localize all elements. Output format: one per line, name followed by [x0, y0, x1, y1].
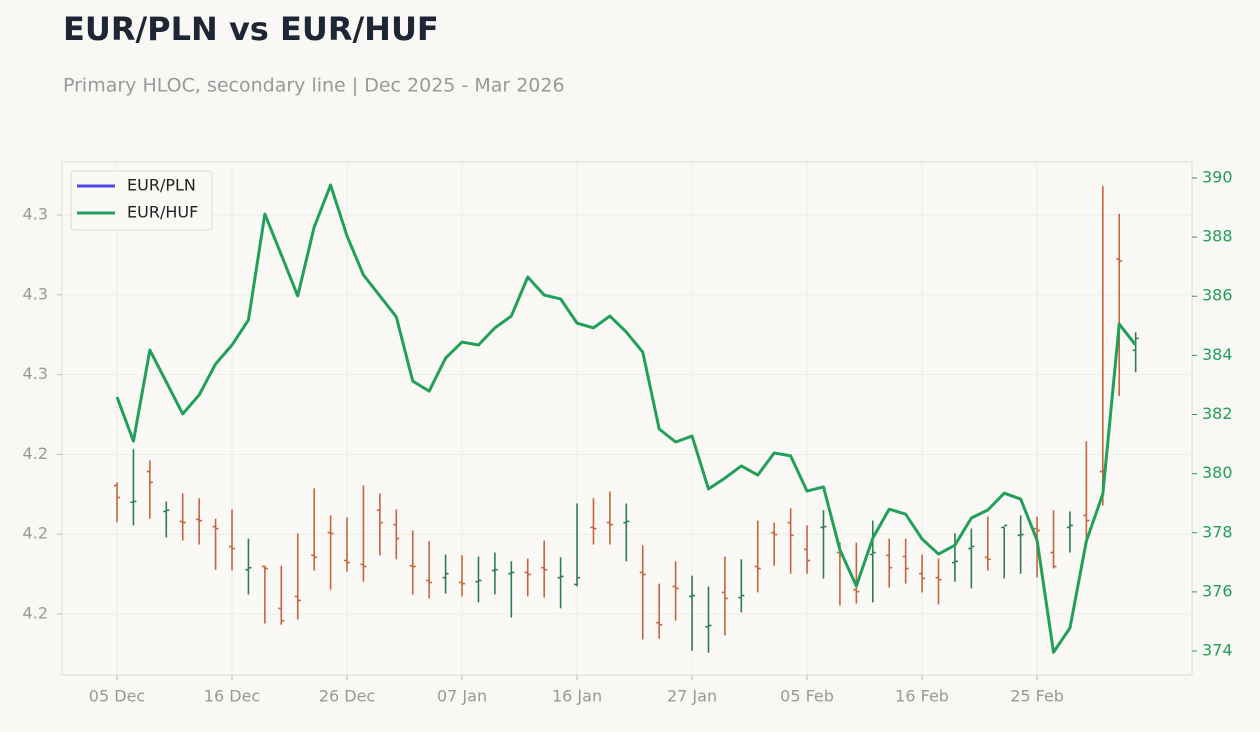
y2-tick-label: 380	[1202, 463, 1233, 482]
x-tick-label: 16 Feb	[895, 687, 949, 706]
y2-tick-label: 378	[1202, 522, 1233, 541]
y2-tick-label: 388	[1202, 227, 1233, 246]
x-tick-label: 27 Jan	[667, 687, 717, 706]
y-tick-label: 4.3	[23, 284, 48, 303]
x-tick-label: 16 Dec	[204, 687, 260, 706]
y-tick-label: 4.3	[23, 205, 48, 224]
legend-label: EUR/HUF	[127, 203, 198, 222]
y2-tick-label: 386	[1202, 286, 1233, 305]
line-series	[115, 183, 1137, 654]
x-tick-label: 16 Jan	[552, 687, 602, 706]
y2-tick-label: 390	[1202, 167, 1233, 186]
chart-subtitle: Primary HLOC, secondary line | Dec 2025 …	[63, 75, 565, 97]
x-tick-label: 26 Dec	[319, 687, 375, 706]
y-tick-label: 4.2	[23, 603, 48, 622]
y2-tick-label: 374	[1202, 641, 1233, 660]
y-tick-label: 4.2	[23, 444, 48, 463]
plot-area	[61, 161, 1193, 676]
chart-title: EUR/PLN vs EUR/HUF	[63, 10, 439, 48]
y2-tick-label: 382	[1202, 404, 1233, 423]
x-tick-label: 07 Jan	[437, 687, 487, 706]
y-tick-label: 4.3	[23, 364, 48, 383]
x-tick-label: 25 Feb	[1010, 687, 1064, 706]
x-tick-label: 05 Feb	[780, 687, 834, 706]
x-tick-label: 05 Dec	[89, 687, 145, 706]
y2-tick-label: 384	[1202, 345, 1233, 364]
y2-tick-label: 376	[1202, 581, 1233, 600]
y-tick-label: 4.2	[23, 524, 48, 543]
legend-label: EUR/PLN	[127, 176, 196, 195]
